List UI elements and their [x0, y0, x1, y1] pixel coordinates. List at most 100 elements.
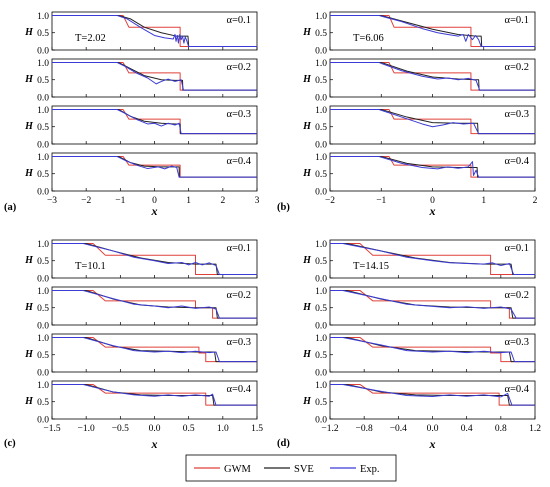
- series-gwm-line: [330, 289, 535, 319]
- x-tick-label: 1.5: [251, 424, 263, 434]
- y-tick-label: 0.5: [37, 29, 49, 39]
- y-axis-label: H: [24, 302, 34, 313]
- y-axis-label: H: [302, 27, 312, 38]
- y-tick-label: 0.0: [315, 93, 327, 103]
- series-sve-line: [330, 14, 535, 48]
- series-exp-line: [52, 289, 257, 319]
- y-tick-label: 1.0: [315, 381, 327, 391]
- y-tick-label: 0.5: [37, 351, 49, 361]
- y-axis-label: H: [24, 255, 34, 266]
- x-tick-label: −1: [115, 196, 125, 206]
- subplot: 0.0 0.5 1.0Hα=0.4: [302, 380, 536, 425]
- series-exp-line: [330, 336, 535, 363]
- y-tick-label: 0.0: [37, 46, 49, 56]
- panel-label: (a): [4, 202, 17, 213]
- y-tick-label: 0.0: [315, 415, 327, 425]
- x-axis-label: x: [151, 204, 158, 218]
- x-tick-label: 2: [533, 196, 538, 206]
- series-exp-line: [52, 61, 257, 91]
- alpha-label: α=0.4: [504, 156, 529, 167]
- y-tick-label: 1.0: [315, 334, 327, 344]
- y-axis-label: H: [302, 396, 312, 407]
- y-tick-label: 1.0: [37, 240, 49, 250]
- y-tick-label: 1.0: [37, 287, 49, 297]
- alpha-label: α=0.3: [504, 337, 529, 348]
- subplot: 0.0 0.5 1.0Hα=0.2: [302, 286, 536, 331]
- x-tick-label: −2: [325, 196, 335, 206]
- panel-label: (d): [277, 438, 290, 449]
- legend-label: SVE: [294, 464, 314, 475]
- x-tick-label: −1: [376, 196, 386, 206]
- series-gwm-line: [330, 383, 535, 406]
- y-tick-label: 0.0: [37, 140, 49, 150]
- subplot: 0.0 0.5 1.0Hα=0.4: [24, 152, 258, 197]
- y-axis-label: H: [24, 27, 34, 38]
- y-axis-label: H: [302, 349, 312, 360]
- x-axis-label: x: [429, 204, 436, 218]
- y-tick-label: 1.0: [37, 381, 49, 391]
- x-tick-label: 3: [255, 196, 260, 206]
- x-tick-label: 0.5: [183, 424, 195, 434]
- x-tick-label: −0.8: [356, 424, 373, 434]
- y-tick-label: 1.0: [315, 287, 327, 297]
- y-tick-label: 0.5: [37, 304, 49, 314]
- legend-label: Exp.: [360, 464, 380, 475]
- x-tick-label: 0.0: [427, 424, 439, 434]
- y-tick-label: 0.5: [315, 76, 327, 86]
- y-tick-label: 1.0: [37, 12, 49, 22]
- x-axis-label: x: [151, 437, 158, 451]
- series-exp-line: [330, 61, 535, 91]
- y-axis-label: H: [24, 168, 34, 179]
- time-label: T=10.1: [75, 261, 106, 272]
- alpha-label: α=0.2: [226, 290, 251, 301]
- series-exp-line: [330, 14, 535, 48]
- x-tick-label: 1: [481, 196, 486, 206]
- alpha-label: α=0.2: [226, 62, 251, 73]
- x-tick-label: 0.4: [461, 424, 473, 434]
- series-exp-line: [52, 14, 257, 48]
- y-tick-label: 0.0: [315, 46, 327, 56]
- y-tick-label: 0.0: [315, 368, 327, 378]
- y-tick-label: 0.0: [37, 415, 49, 425]
- y-tick-label: 0.0: [37, 368, 49, 378]
- y-tick-label: 1.0: [37, 59, 49, 69]
- y-axis-label: H: [302, 302, 312, 313]
- y-axis-label: H: [24, 121, 34, 132]
- alpha-label: α=0.2: [504, 290, 529, 301]
- subplot: 0.0 0.5 1.0Hα=0.1 T=10.1: [24, 239, 258, 284]
- series-exp-line: [330, 383, 535, 406]
- y-tick-label: 0.5: [37, 123, 49, 133]
- alpha-label: α=0.1: [504, 243, 529, 254]
- series-exp-line: [52, 383, 257, 406]
- series-exp-line: [52, 108, 257, 135]
- y-tick-label: 1.0: [315, 240, 327, 250]
- alpha-label: α=0.2: [504, 62, 529, 73]
- y-tick-label: 0.5: [315, 29, 327, 39]
- y-tick-label: 0.0: [315, 187, 327, 197]
- panel-c: 0.00.51.0Hα=0.1T=10.10.00.51.0Hα=0.20.00…: [4, 239, 263, 451]
- alpha-label: α=0.4: [226, 156, 251, 167]
- series-exp-line: [52, 155, 257, 178]
- y-tick-label: 0.5: [37, 170, 49, 180]
- series-sve-line: [52, 383, 257, 406]
- y-tick-label: 1.0: [37, 334, 49, 344]
- subplot: 0.0 0.5 1.0Hα=0.2: [302, 58, 536, 103]
- y-tick-label: 0.5: [315, 351, 327, 361]
- series-gwm-line: [52, 289, 257, 319]
- x-tick-label: −0.5: [112, 424, 129, 434]
- x-axis-label: x: [429, 437, 436, 451]
- alpha-label: α=0.3: [226, 109, 251, 120]
- time-label: T=2.02: [75, 33, 106, 44]
- x-tick-label: −1.0: [78, 424, 95, 434]
- subplot: 0.0 0.5 1.0Hα=0.3: [24, 105, 258, 150]
- alpha-label: α=0.4: [504, 384, 529, 395]
- y-axis-label: H: [302, 255, 312, 266]
- y-tick-label: 0.5: [315, 398, 327, 408]
- series-sve-line: [52, 155, 257, 178]
- x-tick-label: −1.2: [321, 424, 338, 434]
- series-exp-line: [52, 336, 257, 363]
- subplot: 0.0 0.5 1.0Hα=0.4: [302, 152, 536, 197]
- y-tick-label: 0.5: [37, 398, 49, 408]
- series-exp-line: [330, 108, 535, 135]
- y-axis-label: H: [302, 121, 312, 132]
